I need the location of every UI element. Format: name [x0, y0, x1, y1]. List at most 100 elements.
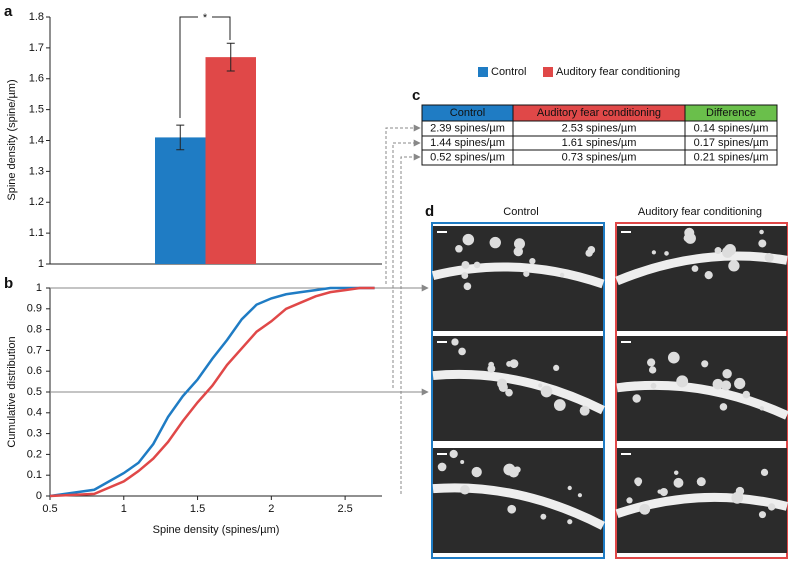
- spine: [767, 503, 776, 511]
- spine: [759, 406, 764, 411]
- scale-bar: [437, 341, 447, 343]
- y-tick-label: 1: [36, 282, 42, 294]
- spine: [451, 338, 459, 346]
- spine: [728, 260, 740, 272]
- table-cell: 0.14 spines/µm: [694, 122, 769, 134]
- image-title: Auditory fear conditioning: [638, 206, 762, 218]
- image-title: Control: [503, 206, 538, 218]
- spine: [731, 492, 744, 504]
- table-cell: 0.21 spines/µm: [694, 151, 769, 163]
- spine: [650, 382, 657, 389]
- header-cell: [513, 105, 685, 121]
- y-tick-label: 1.1: [29, 227, 44, 239]
- table-cell: 0.73 spines/µm: [562, 151, 637, 163]
- x-tick-label: 1.5: [190, 503, 205, 515]
- dashed-connector: [400, 153, 421, 494]
- scale-bar: [621, 453, 631, 455]
- legend-label: Auditory fear conditioning: [556, 66, 680, 78]
- y-tick-label: 1: [38, 258, 44, 270]
- x-tick-label: 1: [121, 503, 127, 515]
- spine: [632, 394, 641, 403]
- spine: [758, 239, 767, 248]
- spine: [455, 245, 463, 253]
- spine: [764, 253, 774, 263]
- error-bar: [226, 42, 235, 72]
- spine: [523, 270, 530, 277]
- legend-swatch: [543, 67, 553, 77]
- spine: [657, 489, 662, 494]
- spine: [760, 468, 769, 477]
- panel-label: c: [412, 87, 420, 104]
- micrographs: [431, 226, 788, 553]
- cdf-line: [49, 286, 375, 498]
- table-cell: 2.39 spines/µm: [430, 122, 505, 134]
- spine: [540, 513, 547, 520]
- spine: [567, 485, 572, 491]
- spine: [759, 229, 764, 235]
- spine: [673, 470, 679, 475]
- spine: [635, 481, 641, 487]
- dashed-connector: [385, 124, 421, 284]
- y-tick-label: 0.4: [27, 407, 42, 419]
- spine: [673, 477, 684, 488]
- dendrite: [432, 483, 606, 530]
- table-cell: 2.53 spines/µm: [562, 122, 637, 134]
- spine: [648, 366, 657, 374]
- spine: [579, 405, 590, 416]
- spine: [489, 236, 501, 249]
- dendrite: [432, 369, 606, 415]
- spine: [696, 477, 706, 487]
- header-cell-text: Auditory fear conditioning: [537, 107, 661, 119]
- spine: [684, 232, 696, 244]
- spine: [553, 399, 566, 411]
- spine: [701, 360, 709, 368]
- dendrite: [616, 380, 788, 420]
- legend-label: Control: [491, 66, 526, 78]
- spine: [639, 503, 651, 515]
- table-cell: 1.61 spines/µm: [562, 137, 637, 149]
- spine: [437, 462, 447, 472]
- scale-bar: [621, 231, 631, 233]
- spine: [691, 265, 699, 272]
- y-tick-label: 1.8: [29, 11, 44, 23]
- spine: [505, 388, 513, 397]
- spine: [585, 249, 593, 257]
- y-tick-label: 0.2: [27, 448, 42, 460]
- x-tick-label: 2: [268, 503, 274, 515]
- y-tick-label: 1.2: [29, 196, 44, 208]
- spine: [497, 378, 507, 389]
- scale-bar: [437, 231, 447, 233]
- spine: [742, 390, 751, 399]
- spine: [567, 519, 573, 525]
- spine: [676, 375, 689, 388]
- spine: [667, 351, 680, 364]
- table-cell: 1.44 spines/µm: [430, 137, 505, 149]
- cdf-line: [49, 286, 375, 498]
- spine: [460, 484, 470, 495]
- header-cell-text: Difference: [706, 107, 756, 119]
- bracket: [179, 16, 231, 118]
- table: [421, 104, 778, 166]
- dendrite: [431, 262, 605, 289]
- spine: [540, 385, 553, 398]
- spine: [659, 487, 668, 497]
- table-border: [421, 104, 778, 166]
- scale-bar: [621, 341, 631, 343]
- header-cell-text: Control: [450, 107, 485, 119]
- spine: [449, 449, 458, 459]
- y-tick-label: 0: [36, 490, 42, 502]
- x-tick-label: 0.5: [42, 503, 57, 515]
- spine: [462, 233, 475, 246]
- spine: [473, 261, 481, 269]
- spine: [722, 369, 732, 379]
- table-cell: 0.52 spines/µm: [430, 151, 505, 163]
- scale-bar: [437, 453, 447, 455]
- bar: [205, 57, 256, 265]
- spine: [664, 251, 669, 256]
- y-tick-label: 0.6: [27, 365, 42, 377]
- spine: [577, 493, 583, 498]
- spine: [461, 261, 470, 269]
- spine: [626, 497, 633, 504]
- header-cell: [422, 105, 513, 121]
